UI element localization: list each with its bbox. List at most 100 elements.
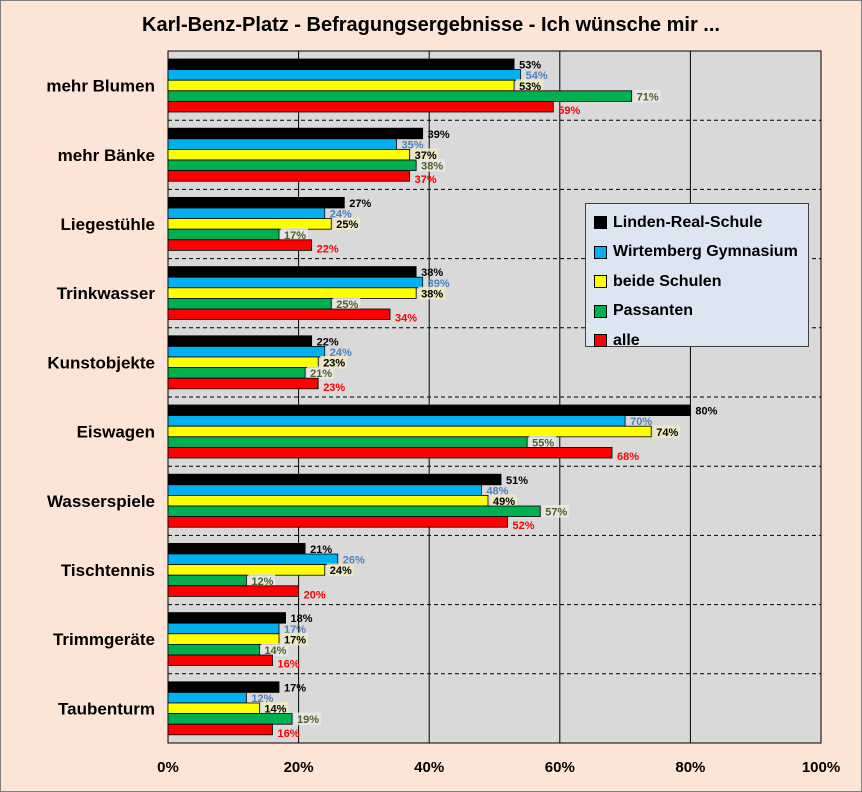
x-tick-label: 40%: [414, 759, 444, 776]
data-label-background: [281, 228, 309, 241]
legend-item: alle: [594, 326, 808, 356]
bar: [167, 345, 326, 358]
category-label: mehr Bänke: [58, 146, 155, 165]
bar: [167, 148, 411, 161]
legend: Linden-Real-Schule Wirtemberg Gymnasium be…: [585, 203, 809, 349]
x-tick-label: 80%: [675, 759, 705, 776]
bar: [167, 553, 339, 566]
bar: [167, 218, 332, 230]
bar: [167, 196, 345, 209]
bar: [167, 654, 273, 667]
category-label: Kunstobjekte: [47, 353, 155, 372]
category-label: Eiswagen: [77, 423, 155, 442]
x-tick-label: 100%: [802, 759, 840, 776]
bar: [167, 543, 306, 555]
legend-swatch: [594, 275, 607, 289]
data-label: 80%: [695, 406, 717, 418]
data-label: 70%: [630, 416, 652, 428]
bar: [167, 425, 652, 438]
bar: [167, 335, 313, 347]
data-label: 55%: [532, 437, 554, 449]
bar: [167, 516, 508, 528]
bar: [167, 713, 293, 725]
bar: [167, 127, 424, 140]
bar: [167, 159, 417, 172]
bar: [167, 415, 626, 427]
bar: [167, 266, 417, 278]
data-label: 38%: [421, 267, 443, 279]
data-label: 71%: [637, 91, 659, 103]
data-label: 18%: [291, 613, 313, 625]
bar: [167, 585, 300, 597]
data-label-background: [542, 505, 570, 518]
data-label-background: [320, 356, 348, 369]
data-label: 25%: [336, 219, 358, 231]
legend-swatch: [594, 245, 607, 259]
bar: [167, 239, 313, 251]
data-label: 24%: [330, 565, 352, 577]
bar: [167, 69, 522, 81]
data-label: 57%: [545, 507, 567, 519]
bar: [167, 644, 260, 656]
legend-swatch: [594, 216, 607, 230]
data-label: 16%: [277, 728, 299, 740]
data-label: 20%: [304, 589, 326, 601]
x-tick-label: 0%: [157, 759, 179, 776]
bar: [167, 484, 482, 496]
bar: [167, 377, 319, 390]
data-label: 22%: [317, 243, 339, 255]
category-label: Trinkwasser: [57, 284, 156, 303]
data-label-background: [489, 494, 517, 507]
bar: [167, 287, 417, 299]
data-label-background: [281, 632, 309, 646]
legend-swatch: [594, 334, 607, 348]
data-label: 68%: [617, 451, 639, 463]
data-label: 17%: [284, 682, 306, 694]
data-label: 21%: [310, 544, 332, 556]
data-label-background: [326, 563, 354, 577]
bar: [167, 207, 326, 220]
bar: [167, 622, 280, 635]
data-label: 23%: [323, 382, 345, 394]
bar: [167, 297, 332, 310]
category-label: Liegestühle: [61, 215, 155, 234]
bar: [167, 681, 280, 693]
category-label: mehr Blumen: [46, 77, 155, 96]
bar: [167, 723, 273, 736]
bar: [167, 367, 306, 379]
data-label: 53%: [519, 81, 541, 93]
bar: [167, 138, 397, 150]
legend-swatch: [594, 304, 607, 318]
bar: [167, 356, 319, 369]
data-label-background: [418, 286, 446, 300]
data-label: 59%: [558, 105, 580, 117]
bar: [167, 436, 528, 448]
bar: [167, 473, 502, 486]
data-label-background: [516, 79, 544, 92]
legend-label: alle: [613, 331, 640, 349]
data-label: 14%: [264, 704, 286, 716]
bar: [167, 276, 424, 289]
legend-label: Wirtemberg Gymnasium: [613, 243, 798, 261]
bar: [167, 308, 391, 321]
bar: [167, 702, 260, 715]
data-label-background: [633, 89, 661, 103]
legend-label: Linden-Real-Schule: [613, 213, 763, 231]
data-label: 74%: [656, 427, 678, 439]
bar: [167, 612, 286, 624]
bar: [167, 228, 280, 241]
data-label-background: [261, 702, 289, 715]
data-label-background: [261, 643, 289, 656]
bar: [167, 505, 541, 518]
data-label: 22%: [317, 336, 339, 348]
x-tick-label: 20%: [284, 759, 314, 776]
category-label: Tischtennis: [61, 561, 155, 580]
category-label: Wasserspiele: [47, 492, 155, 511]
chart-title: Karl-Benz-Platz - Befragungsergebnisse -…: [142, 14, 720, 36]
data-label-background: [411, 148, 439, 161]
category-label: Trimmgeräte: [53, 630, 155, 649]
bar: [167, 101, 554, 113]
data-label: 14%: [264, 645, 286, 657]
data-label: 19%: [297, 714, 319, 726]
